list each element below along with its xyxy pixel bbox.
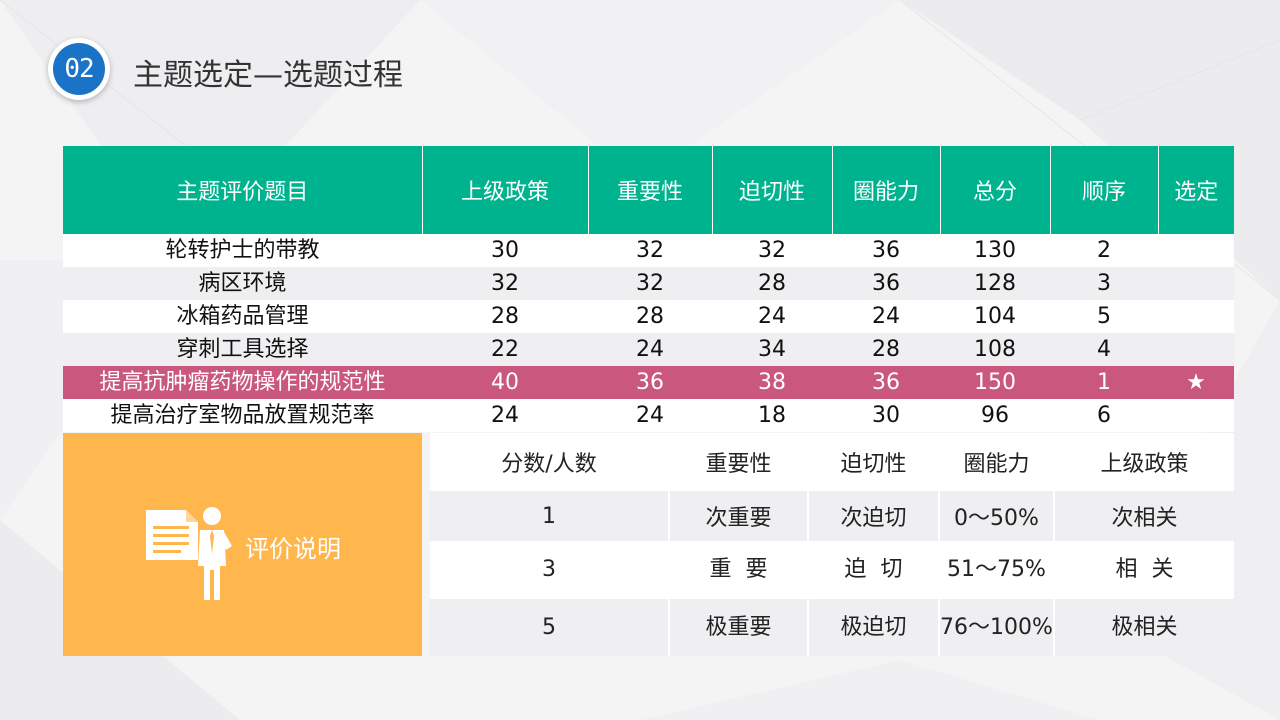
legend-header: 重要性 [669,433,809,491]
score-cell: 24 [832,300,940,333]
score-cell: 34 [712,333,832,366]
rank-cell: 2 [1050,234,1158,267]
table-row: 提高治疗室物品放置规范率 24 24 18 30 96 6 [63,399,1234,432]
legend-cell: 次相关 [1054,491,1234,541]
topic-cell: 提高治疗室物品放置规范率 [63,399,422,432]
legend-header: 圈能力 [939,433,1055,491]
rank-cell: 6 [1050,399,1158,432]
table-row: 穿刺工具选择 22 24 34 28 108 4 [63,333,1234,366]
selected-cell [1158,234,1234,267]
selected-cell [1158,267,1234,300]
legend-cell: 极相关 [1054,599,1234,656]
topic-cell: 轮转护士的带教 [63,234,422,267]
score-cell: 36 [832,234,940,267]
section-badge: 02 [48,38,110,100]
legend-cell: 3 [430,541,670,599]
page-title: 主题选定—选题过程 [133,58,403,93]
score-table-header: 主题评价题目 上级政策 重要性 迫切性 圈能力 总分 顺序 选定 [63,146,1234,234]
total-cell: 130 [940,234,1050,267]
score-cell: 36 [832,267,940,300]
legend-row: 1 次重要 次迫切 0～50% 次相关 [430,491,1234,541]
table-row: 轮转护士的带教 30 32 32 36 130 2 [63,234,1234,267]
score-cell: 32 [712,234,832,267]
total-cell: 108 [940,333,1050,366]
score-cell: 30 [832,399,940,432]
topic-cell: 提高抗肿瘤药物操作的规范性 [63,366,422,399]
rank-cell: 1 [1050,366,1158,399]
score-cell: 28 [832,333,940,366]
column-header: 圈能力 [832,146,941,234]
legend-row: 3 重 要 迫 切 51～75% 相 关 [430,541,1234,599]
column-header: 迫切性 [712,146,833,234]
table-row: 病区环境 32 32 28 36 128 3 [63,267,1234,300]
legend-cell: 迫 切 [808,541,940,599]
evaluation-panel [63,433,422,656]
score-cell: 40 [422,366,588,399]
score-cell: 22 [422,333,588,366]
score-cell: 28 [712,267,832,300]
legend-cell: 重 要 [669,541,809,599]
selected-cell [1158,300,1234,333]
score-cell: 24 [712,300,832,333]
rank-cell: 5 [1050,300,1158,333]
total-cell: 128 [940,267,1050,300]
score-cell: 24 [588,399,712,432]
column-header: 主题评价题目 [63,146,423,234]
legend-header-row: 分数/人数 重要性 迫切性 圈能力 上级政策 [430,433,1234,491]
total-cell: 96 [940,399,1050,432]
section-number: 02 [53,43,105,95]
selected-cell [1158,399,1234,432]
score-cell: 28 [422,300,588,333]
legend-cell: 次迫切 [808,491,940,541]
legend-cell: 1 [430,491,670,541]
column-header: 顺序 [1050,146,1159,234]
legend-cell: 76～100% [939,599,1055,656]
score-cell: 36 [832,366,940,399]
evaluation-legend-table: 分数/人数 重要性 迫切性 圈能力 上级政策 1 次重要 次迫切 0～50% 次… [430,433,1234,656]
score-cell: 28 [588,300,712,333]
document-person-icon [146,507,232,600]
column-header: 选定 [1158,146,1234,234]
score-cell: 38 [712,366,832,399]
topic-cell: 穿刺工具选择 [63,333,422,366]
legend-row: 5 极重要 极迫切 76～100% 极相关 [430,599,1234,656]
score-cell: 18 [712,399,832,432]
total-cell: 150 [940,366,1050,399]
topic-cell: 冰箱药品管理 [63,300,422,333]
star-icon: ★ [1158,366,1234,399]
score-cell: 24 [588,333,712,366]
legend-cell: 相 关 [1054,541,1234,599]
score-cell: 36 [588,366,712,399]
score-cell: 24 [422,399,588,432]
score-cell: 32 [588,267,712,300]
score-table: 主题评价题目 上级政策 重要性 迫切性 圈能力 总分 顺序 选定 轮转护士的带教… [63,146,1234,432]
column-header: 总分 [940,146,1051,234]
column-header: 上级政策 [422,146,589,234]
score-cell: 30 [422,234,588,267]
rank-cell: 3 [1050,267,1158,300]
column-header: 重要性 [588,146,713,234]
legend-cell: 0～50% [939,491,1055,541]
legend-header: 上级政策 [1054,433,1234,491]
table-row: 冰箱药品管理 28 28 24 24 104 5 [63,300,1234,333]
evaluation-label: 评价说明 [245,535,341,563]
selected-cell [1158,333,1234,366]
topic-cell: 病区环境 [63,267,422,300]
total-cell: 104 [940,300,1050,333]
legend-cell: 次重要 [669,491,809,541]
legend-header: 分数/人数 [430,433,670,491]
score-cell: 32 [422,267,588,300]
legend-cell: 51～75% [939,541,1055,599]
legend-header: 迫切性 [808,433,940,491]
score-cell: 32 [588,234,712,267]
legend-cell: 5 [430,599,670,656]
legend-cell: 极迫切 [808,599,940,656]
table-row-selected: 提高抗肿瘤药物操作的规范性 40 36 38 36 150 1 ★ [63,366,1234,399]
rank-cell: 4 [1050,333,1158,366]
legend-cell: 极重要 [669,599,809,656]
